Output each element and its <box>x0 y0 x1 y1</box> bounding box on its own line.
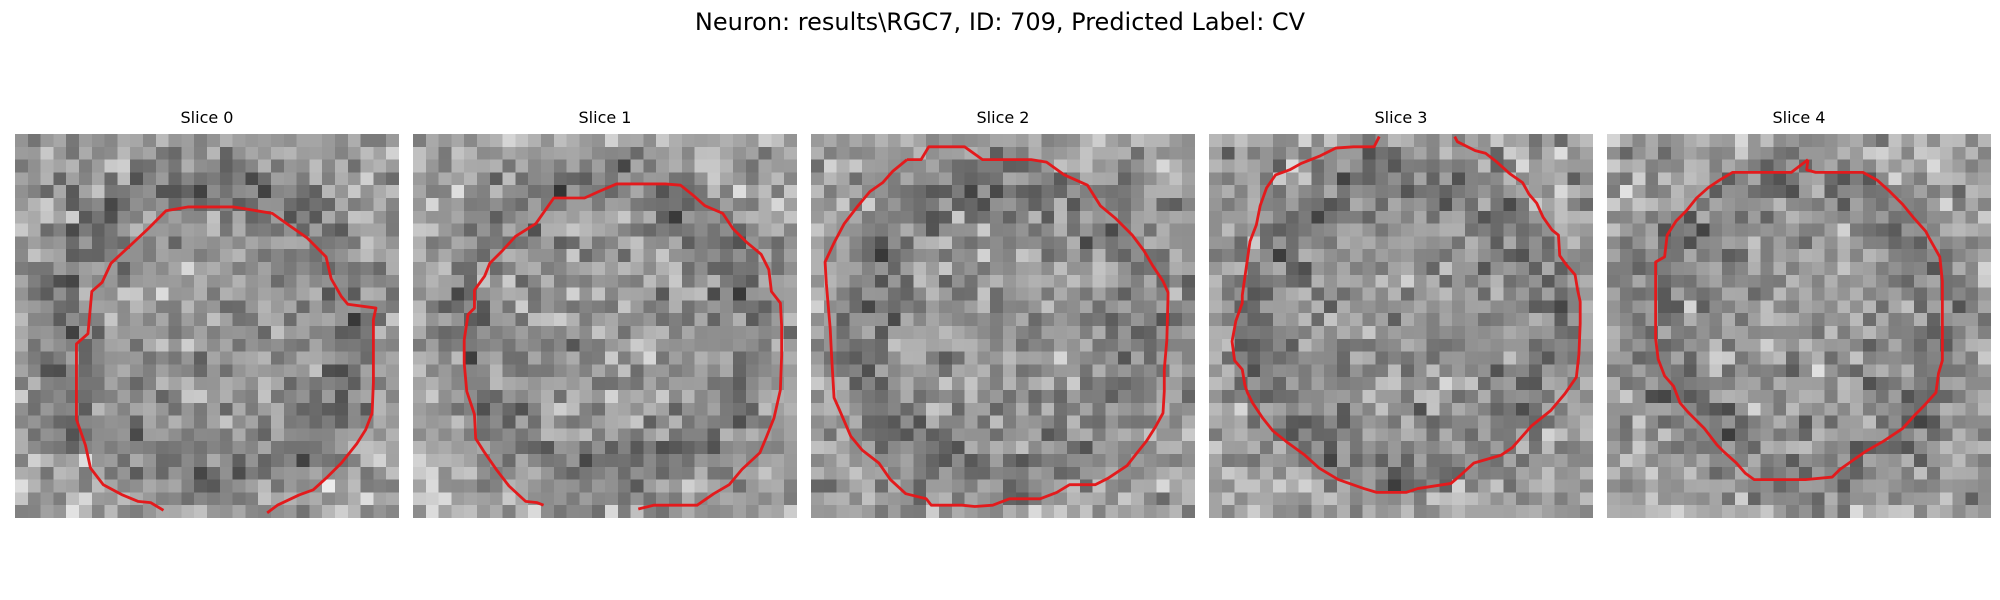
slice-image-4 <box>1607 134 1991 518</box>
cell-outline <box>823 145 1170 508</box>
slice-title: Slice 4 <box>1772 108 1826 127</box>
slice-title: Slice 0 <box>180 108 234 127</box>
figure-title: Neuron: results\RGC7, ID: 709, Predicted… <box>694 8 1306 36</box>
slice-panel-2: Slice 2 <box>811 108 1195 518</box>
slice-image-0 <box>15 134 399 518</box>
cell-outline <box>462 182 784 511</box>
slice-title: Slice 3 <box>1374 108 1428 127</box>
slice-image-2 <box>811 134 1195 518</box>
slice-panel-4: Slice 4 <box>1607 108 1991 518</box>
slice-image-3 <box>1209 134 1593 518</box>
cell-outline <box>1230 135 1582 494</box>
cell-outline <box>75 205 378 515</box>
slice-panel-1: Slice 1 <box>413 108 797 518</box>
slice-panel-0: Slice 0 <box>15 108 399 518</box>
slice-title: Slice 2 <box>976 108 1030 127</box>
slice-image-1 <box>413 134 797 518</box>
cell-outline <box>1654 158 1944 482</box>
slice-panel-3: Slice 3 <box>1209 108 1593 518</box>
slice-title: Slice 1 <box>578 108 632 127</box>
